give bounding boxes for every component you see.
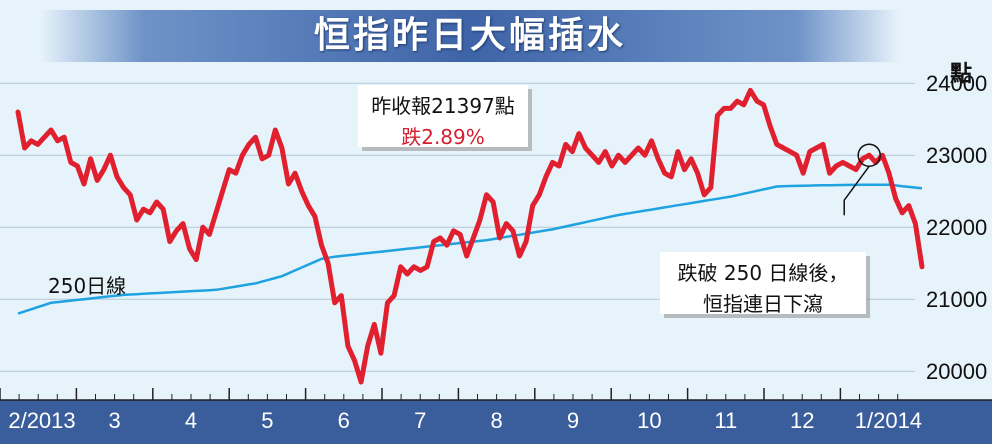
break-annotation-line1: 跌破 250 日線後， [677, 261, 849, 285]
y-tick-23000: 23000 [926, 143, 987, 168]
break-annotation: 跌破 250 日線後， 恒指連日下瀉 [660, 252, 866, 316]
ma-series-label: 250日線 [48, 274, 127, 298]
index-line [15, 87, 925, 385]
x-label-4: 6 [338, 408, 350, 433]
x-label-0: 2/2013 [8, 408, 75, 433]
x-label-6: 8 [490, 408, 502, 433]
break-leader-line [843, 165, 870, 216]
y-tick-20000: 20000 [926, 359, 987, 384]
close-annotation: 昨收報21397點 跌2.89% [358, 85, 528, 149]
y-tick-21000: 21000 [926, 287, 987, 312]
break-callout [843, 143, 881, 216]
x-label-11: 1/2014 [855, 408, 922, 433]
close-annotation-line1: 昨收報21397點 [371, 94, 515, 118]
x-label-7: 9 [567, 408, 579, 433]
x-label-10: 12 [790, 408, 814, 433]
y-tick-24000: 24000 [926, 71, 987, 96]
index-series [15, 87, 925, 385]
x-axis-bar [0, 400, 992, 444]
break-annotation-line2: 恒指連日下瀉 [703, 292, 823, 316]
y-axis-ticks: 20000 21000 22000 23000 24000 [926, 71, 987, 384]
x-label-3: 5 [261, 408, 273, 433]
y-unit-label: 點 [950, 62, 973, 87]
x-label-2: 4 [185, 408, 197, 433]
x-label-9: 11 [714, 408, 737, 433]
x-label-8: 10 [637, 408, 661, 433]
x-label-5: 7 [414, 408, 426, 433]
x-axis-ticks: 2/2013 3 4 5 6 7 8 9 10 11 12 1/2014 [0, 388, 992, 433]
x-label-1: 3 [108, 408, 120, 433]
y-tick-22000: 22000 [926, 215, 987, 240]
close-annotation-line2: 跌2.89% [401, 125, 485, 149]
chart-title: 恒指昨日大幅插水 [313, 15, 626, 56]
title-banner: 恒指昨日大幅插水 [40, 10, 900, 62]
